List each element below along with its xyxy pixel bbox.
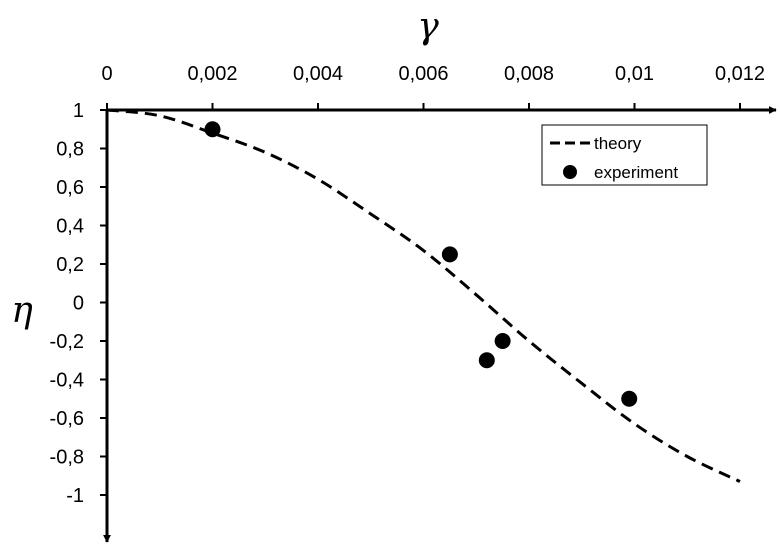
legend-theory-label: theory xyxy=(594,134,642,153)
y-tick-label: -1 xyxy=(66,485,84,507)
legend-experiment-label: experiment xyxy=(594,163,678,182)
x-tick-label: 0,004 xyxy=(293,63,343,85)
y-tick-label: 0,8 xyxy=(56,139,84,161)
experiment-point xyxy=(621,390,638,407)
y-tick-label: 0,2 xyxy=(56,254,84,276)
y-tick-label: 0,4 xyxy=(56,216,84,238)
y-tick-label: 0,6 xyxy=(56,177,84,199)
y-tick-label: 0 xyxy=(73,293,84,315)
legend: theory experiment xyxy=(541,124,708,186)
experiment-point xyxy=(478,352,495,369)
legend-experiment-swatch xyxy=(563,165,577,179)
y-tick-label: -0,2 xyxy=(50,331,84,353)
y-tick-label: 1 xyxy=(73,100,84,122)
y-tick-label: -0,8 xyxy=(50,447,84,469)
y-axis-title: η xyxy=(11,290,33,331)
x-tick-label: 0,01 xyxy=(615,63,654,85)
x-tick-label: 0,002 xyxy=(187,63,237,85)
x-tick-label: 0 xyxy=(101,63,112,85)
x-tick-label: 0,006 xyxy=(398,63,448,85)
experiment-point xyxy=(204,121,221,138)
axes: 0 0,002 0,004 0,006 0,008 0,01 0,012 1 0,8 0,6 0,4… xyxy=(11,6,777,543)
y-tick-label: -0,4 xyxy=(50,370,84,392)
plot-area xyxy=(106,108,741,483)
x-tick-label: 0,012 xyxy=(715,63,765,85)
y-tick-label: -0,6 xyxy=(50,408,84,430)
x-tick-label: 0,008 xyxy=(504,63,554,85)
experiment-point xyxy=(441,246,458,263)
experiment-point xyxy=(494,333,511,349)
x-axis-title: γ xyxy=(417,6,439,47)
